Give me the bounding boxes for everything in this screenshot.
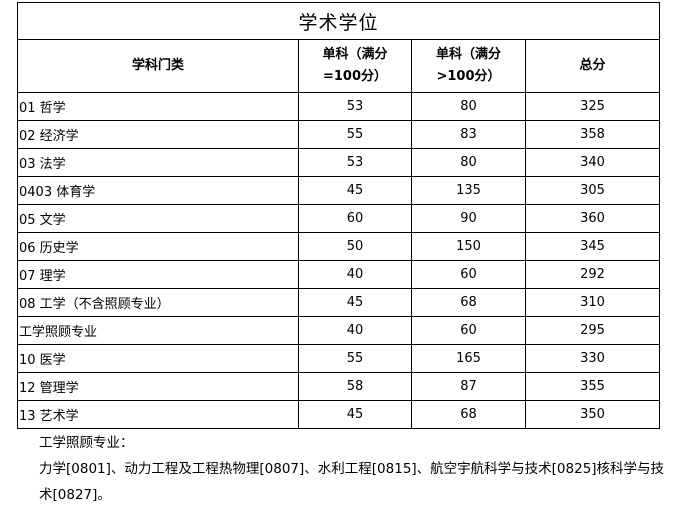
header-row: 学科门类 单科（满分 =100分） 单科（满分 >100分） 总分 <box>17 39 661 93</box>
subject-cell: 05 文学 <box>17 204 299 233</box>
total-cell: 292 <box>524 260 661 289</box>
header-category: 学科门类 <box>17 39 299 93</box>
table-row: 10 医学 55 165 330 <box>17 344 661 373</box>
total-cell: 350 <box>524 400 661 429</box>
single-100-cell: 60 <box>298 204 412 233</box>
header-single-gt100-line2: >100分） <box>436 69 501 84</box>
single-gt100-cell: 150 <box>411 232 526 261</box>
subject-cell: 06 历史学 <box>17 232 299 261</box>
subject-cell: 07 理学 <box>17 260 299 289</box>
score-table: 学术学位 学科门类 单科（满分 =100分） 单科（满分 >100分） 总分 0… <box>16 2 661 429</box>
table-row: 12 管理学 58 87 355 <box>17 372 661 401</box>
single-100-cell: 45 <box>298 176 412 205</box>
subject-cell: 02 经济学 <box>17 120 299 149</box>
table-body: 01 哲学 53 80 325 02 经济学 55 83 358 03 法学 5… <box>17 92 661 429</box>
single-gt100-cell: 90 <box>411 204 526 233</box>
total-cell: 295 <box>524 316 661 345</box>
table-row: 07 理学 40 60 292 <box>17 260 661 289</box>
total-cell: 345 <box>524 232 661 261</box>
single-gt100-cell: 87 <box>411 372 526 401</box>
table-row: 0403 体育学 45 135 305 <box>17 176 661 205</box>
table-row: 05 文学 60 90 360 <box>17 204 661 233</box>
header-single-100-line2: =100分） <box>322 69 388 84</box>
table-row: 工学照顾专业 40 60 295 <box>17 316 661 345</box>
single-100-cell: 45 <box>298 400 412 429</box>
single-100-cell: 40 <box>298 316 412 345</box>
subject-cell: 03 法学 <box>17 148 299 177</box>
total-cell: 310 <box>524 288 661 317</box>
single-100-cell: 40 <box>298 260 412 289</box>
header-single-gt100-line1: 单科（满分 <box>435 47 501 62</box>
single-gt100-cell: 135 <box>411 176 526 205</box>
table-row: 06 历史学 50 150 345 <box>17 232 661 261</box>
single-100-cell: 50 <box>298 232 412 261</box>
total-cell: 305 <box>524 176 661 205</box>
table-row: 13 艺术学 45 68 350 <box>17 400 661 429</box>
total-cell: 330 <box>524 344 661 373</box>
single-gt100-cell: 165 <box>411 344 526 373</box>
table-row: 08 工学（不含照顾专业） 45 68 310 <box>17 288 661 317</box>
table-row: 03 法学 53 80 340 <box>17 148 661 177</box>
total-cell: 355 <box>524 372 661 401</box>
single-gt100-cell: 60 <box>411 316 526 345</box>
subject-cell: 01 哲学 <box>17 92 299 121</box>
single-gt100-cell: 68 <box>411 400 526 429</box>
single-gt100-cell: 83 <box>411 120 526 149</box>
total-cell: 325 <box>524 92 661 121</box>
notes-body: 力学[0801]、动力工程及工程热物理[0807]、水利工程[0815]、航空宇… <box>39 461 665 503</box>
total-cell: 340 <box>524 148 661 177</box>
header-single-gt100: 单科（满分 >100分） <box>411 39 526 93</box>
single-gt100-cell: 60 <box>411 260 526 289</box>
subject-cell: 12 管理学 <box>17 372 299 401</box>
single-100-cell: 58 <box>298 372 412 401</box>
single-100-cell: 53 <box>298 92 412 121</box>
single-gt100-cell: 80 <box>411 148 526 177</box>
subject-cell: 13 艺术学 <box>17 400 299 429</box>
header-total: 总分 <box>524 39 661 93</box>
total-cell: 360 <box>524 204 661 233</box>
notes-section: 工学照顾专业： 力学[0801]、动力工程及工程热物理[0807]、水利工程[0… <box>17 430 677 508</box>
subject-cell: 工学照顾专业 <box>17 316 299 345</box>
title-row: 学术学位 <box>16 2 661 40</box>
subject-cell: 10 医学 <box>17 344 299 373</box>
table-row: 01 哲学 53 80 325 <box>17 92 661 121</box>
notes-title: 工学照顾专业： <box>39 435 134 451</box>
single-100-cell: 55 <box>298 120 412 149</box>
single-100-cell: 45 <box>298 288 412 317</box>
single-100-cell: 53 <box>298 148 412 177</box>
table-row: 02 经济学 55 83 358 <box>17 120 661 149</box>
single-100-cell: 55 <box>298 344 412 373</box>
single-gt100-cell: 68 <box>411 288 526 317</box>
single-gt100-cell: 80 <box>411 92 526 121</box>
header-single-100: 单科（满分 =100分） <box>298 39 412 93</box>
header-single-100-line1: 单科（满分 <box>322 47 388 62</box>
subject-cell: 08 工学（不含照顾专业） <box>17 288 299 317</box>
total-cell: 358 <box>524 120 661 149</box>
table-title: 学术学位 <box>16 2 661 40</box>
subject-cell: 0403 体育学 <box>17 176 299 205</box>
